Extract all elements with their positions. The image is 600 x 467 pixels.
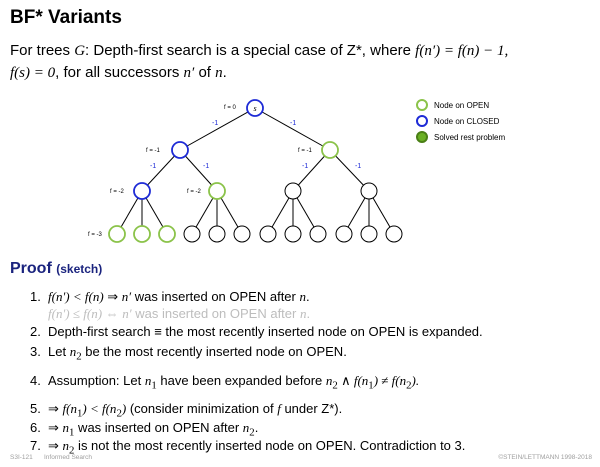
leaf-node <box>385 225 403 243</box>
edge-label: -1 <box>355 163 361 170</box>
f-labels: f = 0 f = -1 f = -1 f = -2 f = -2 f = -3 <box>88 105 313 238</box>
legend-item-solved: Solved rest problem <box>416 129 505 145</box>
slide-title: BF* Variants <box>10 7 122 28</box>
f-label: f = -1 <box>298 148 313 154</box>
edge <box>254 107 331 151</box>
tree-edges <box>116 107 395 235</box>
edge-label: -1 <box>290 120 296 127</box>
node-unexplored <box>360 182 378 200</box>
proof-step-6: 6. ⇒ n1 was inserted on OPEN after n2. <box>30 420 259 439</box>
legend-item-closed: Node on CLOSED <box>416 113 505 129</box>
edge <box>329 149 370 192</box>
proof-heading: Proof (sketch) <box>10 260 103 277</box>
edge-labels: -1 -1 -1 -1 -1 -1 <box>150 120 361 170</box>
leaf-node-open <box>133 225 151 243</box>
leaf-node <box>335 225 353 243</box>
leaf-node <box>360 225 378 243</box>
node-open <box>208 182 226 200</box>
search-tree-diagram: -1 -1 -1 -1 -1 -1 f = 0 f = -1 f = -1 f … <box>88 99 403 243</box>
leaf-node <box>284 225 302 243</box>
proof-step-5: 5. ⇒ f(n1) < f(n2) (consider minimization… <box>30 401 343 420</box>
f-label: f = -1 <box>146 148 161 154</box>
intro-text: For trees G: Depth-first search is a spe… <box>10 42 509 81</box>
tree-nodes <box>108 99 403 243</box>
edge-label: -1 <box>203 163 209 170</box>
leaf-node-open <box>158 225 176 243</box>
edge-label: -1 <box>302 163 308 170</box>
edge <box>179 149 218 192</box>
node-closed <box>133 182 151 200</box>
footer-slide-number: S3I-121 <box>10 454 33 461</box>
legend: Node on OPEN Node on CLOSED Solved rest … <box>416 97 505 145</box>
edge <box>179 107 256 151</box>
f-label: f = -2 <box>187 189 202 195</box>
f-label: f = 0 <box>224 105 237 111</box>
leaf-node-open <box>108 225 126 243</box>
edge-label: -1 <box>212 120 218 127</box>
leaf-node <box>309 225 327 243</box>
footer-section: Informed Search <box>44 454 93 461</box>
f-label: f = -2 <box>110 189 125 195</box>
edge <box>292 149 331 192</box>
open-node-icon <box>416 99 428 111</box>
proof-step-2: 2. Depth-first search ≡ the most recently… <box>30 324 483 339</box>
leaf-node <box>259 225 277 243</box>
leaf-node <box>233 225 251 243</box>
footer-copyright: ©STEIN/LETTMANN 1998-2018 <box>498 454 592 461</box>
node-closed <box>171 141 189 159</box>
proof-step-1-variant: f(n′) ≤ f(n) ⇔ n′ was inserted on OPEN a… <box>48 306 311 321</box>
node-open <box>321 141 339 159</box>
legend-item-open: Node on OPEN <box>416 97 505 113</box>
proof-step-7: 7. ⇒ n2 is not the most recently inserted… <box>30 438 466 457</box>
closed-node-icon <box>416 115 428 127</box>
leaf-node <box>183 225 201 243</box>
leaf-node <box>208 225 226 243</box>
proof-step-4: 4. Assumption: Let n1 have been expanded … <box>30 373 420 392</box>
root-node-closed <box>246 99 264 117</box>
edge-label: -1 <box>150 163 156 170</box>
root-label: s <box>253 104 256 113</box>
node-unexplored <box>284 182 302 200</box>
f-label: f = -3 <box>88 232 103 238</box>
proof-step-3: 3. Let n2 be the most recently inserted n… <box>30 344 347 363</box>
edge <box>141 149 181 192</box>
proof-step-1: 1. f(n′) < f(n) ⇒ n′ was inserted on OPEN… <box>30 289 310 304</box>
solved-node-icon <box>416 131 428 143</box>
